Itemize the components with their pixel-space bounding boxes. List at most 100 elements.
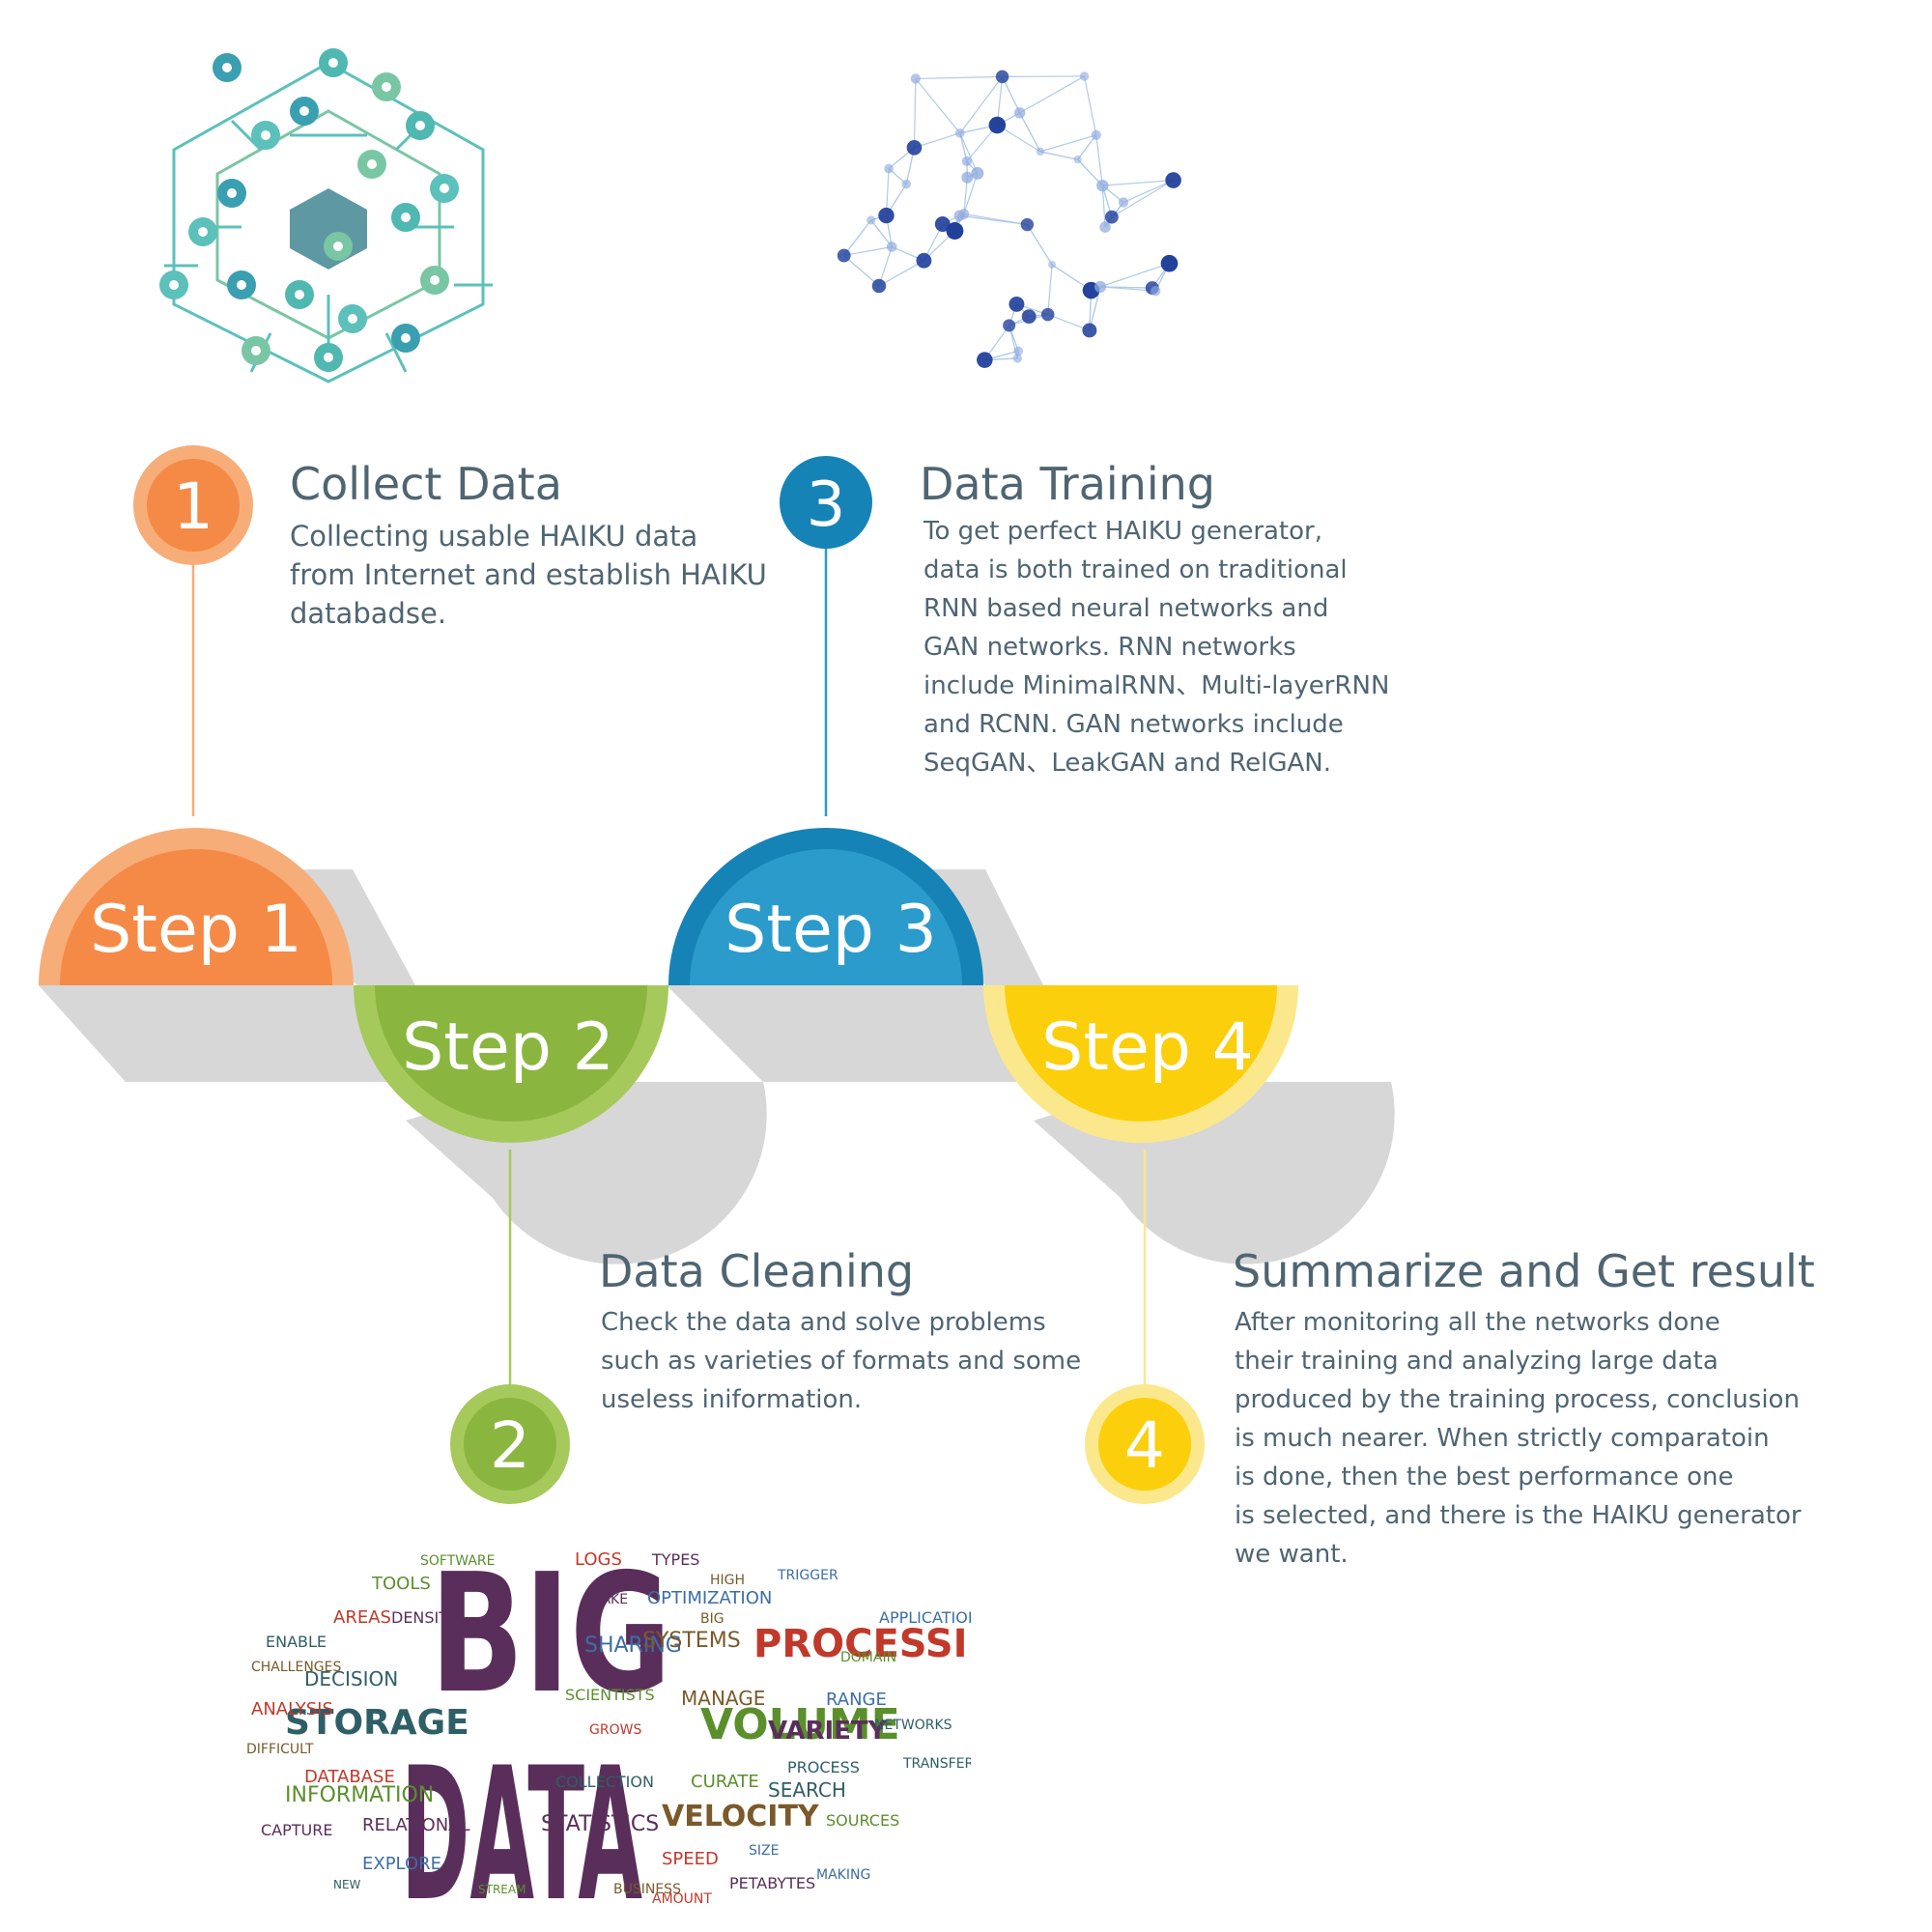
network-edge [959,76,1004,134]
network-node [1020,217,1035,232]
network-node [837,248,851,263]
network-edge [870,219,893,247]
word-cloud-term: DECISION [304,1667,398,1690]
word-cloud-term: HIGH [710,1573,745,1588]
word-cloud-term: GROWS [589,1722,641,1738]
network-node [1091,129,1101,140]
folder-icon-glyph [348,314,357,324]
word-cloud-term: STREAM [478,1883,526,1896]
step3-semicircle: Step 3 [668,828,983,985]
step4-badge: 4 [1085,1384,1205,1504]
network-edge [913,78,917,148]
word-cloud-term: TAKE [593,1592,628,1607]
power-icon-glyph [401,213,411,222]
network-node [953,210,966,222]
gear-icon-glyph [401,333,411,343]
network-edge [959,132,979,174]
network-edge [1102,179,1174,186]
network-edge [914,132,960,149]
network-node [1082,323,1097,338]
chip-icon-glyph [299,106,309,116]
network-node [1099,221,1111,233]
word-cloud-term: PROCESS [787,1758,860,1776]
network-node [977,352,993,368]
word-cloud-term: CHALLENGES [251,1660,341,1675]
word-cloud-term: SOFTWARE [420,1553,496,1569]
lightbulb-icon-glyph [333,242,343,251]
network-node [961,156,973,167]
network-node [1036,147,1045,156]
network-edge [843,245,893,257]
clipboard-icon-glyph [261,130,270,140]
network-node [878,207,895,224]
network-edge [915,78,961,134]
big-data-word-cloud: BIG DATA STORAGE VOLUME PROCESSING VARIETY V… [246,1546,971,1913]
network-node [901,179,912,189]
word-cloud-term: VOLUME [700,1700,900,1749]
word-cloud-term: DIFFICULT [246,1742,314,1757]
word-cloud-term: ANALYSIS [251,1699,333,1719]
word-cloud-term: SPEED [662,1849,719,1869]
step1-description: Collecting usable HAIKU data from Intern… [290,520,767,630]
network-node [1012,354,1022,363]
word-cloud-term: BUSINESS [613,1882,681,1897]
word-cloud-term: MANAGE [681,1687,765,1710]
step2-title: Data Cleaning [599,1245,915,1297]
home-icon-glyph [198,227,208,237]
network-node [995,70,1009,84]
step1-number: 1 [173,469,213,544]
network-node [1040,307,1055,322]
word-cloud-term: NETWORKS [874,1718,952,1733]
network-node [884,163,894,174]
network-node [1009,296,1025,312]
step2-badge: 2 [450,1384,570,1504]
word-cloud-term: SOURCES [826,1811,899,1830]
word-cloud-term: AMOUNT [652,1891,712,1907]
word-cloud-term: AREAS [333,1607,391,1628]
network-node [1013,346,1023,356]
wifi-icon-glyph [382,82,391,92]
network-node [1073,156,1082,164]
network-node [934,216,951,232]
network-node [988,116,1007,134]
network-node [1079,71,1090,81]
network-edge [959,214,1028,226]
network-node [946,222,964,240]
network-edge [1077,134,1097,160]
info-icon-glyph [324,353,333,362]
network-edge [1099,263,1170,288]
word-cloud-term: DENSITY [391,1608,458,1627]
word-cloud-term: CURATE [691,1772,759,1792]
word-cloud-term: OPTIMIZATION [647,1588,772,1608]
step4-title: Summarize and Get result [1233,1245,1815,1297]
chart-icon-glyph [237,280,246,290]
network-edge [1026,224,1053,266]
word-cloud-term: SEARCH [768,1778,846,1802]
network-edge [1019,112,1041,153]
step2-number: 2 [490,1408,530,1483]
hourglass-icon-glyph [440,184,449,193]
network-node [1003,319,1016,332]
network-node [867,215,876,225]
word-cloud-term: TYPES [651,1550,699,1569]
network-node [886,242,897,252]
band-shadow-2 [667,985,1082,1082]
network-node [1165,172,1181,188]
center-hexagon [290,188,367,270]
step2-label: Step 2 [402,1009,614,1086]
network-edge [1077,158,1103,186]
network-node [961,171,974,184]
step1-badge: 1 [133,445,253,565]
step3-description: To get perfect HAIKU generator, data is … [923,517,1390,778]
network-edge [1047,264,1053,315]
network-node [871,278,887,294]
step3-badge: 3 [780,456,872,549]
network-edge [1095,134,1103,186]
network-edge [1039,151,1078,160]
network-edge [1019,75,1085,114]
network-node [971,166,984,180]
step4-number: 4 [1124,1408,1165,1483]
network-node [906,140,923,156]
word-cloud-term: SYSTEMS [642,1629,741,1653]
